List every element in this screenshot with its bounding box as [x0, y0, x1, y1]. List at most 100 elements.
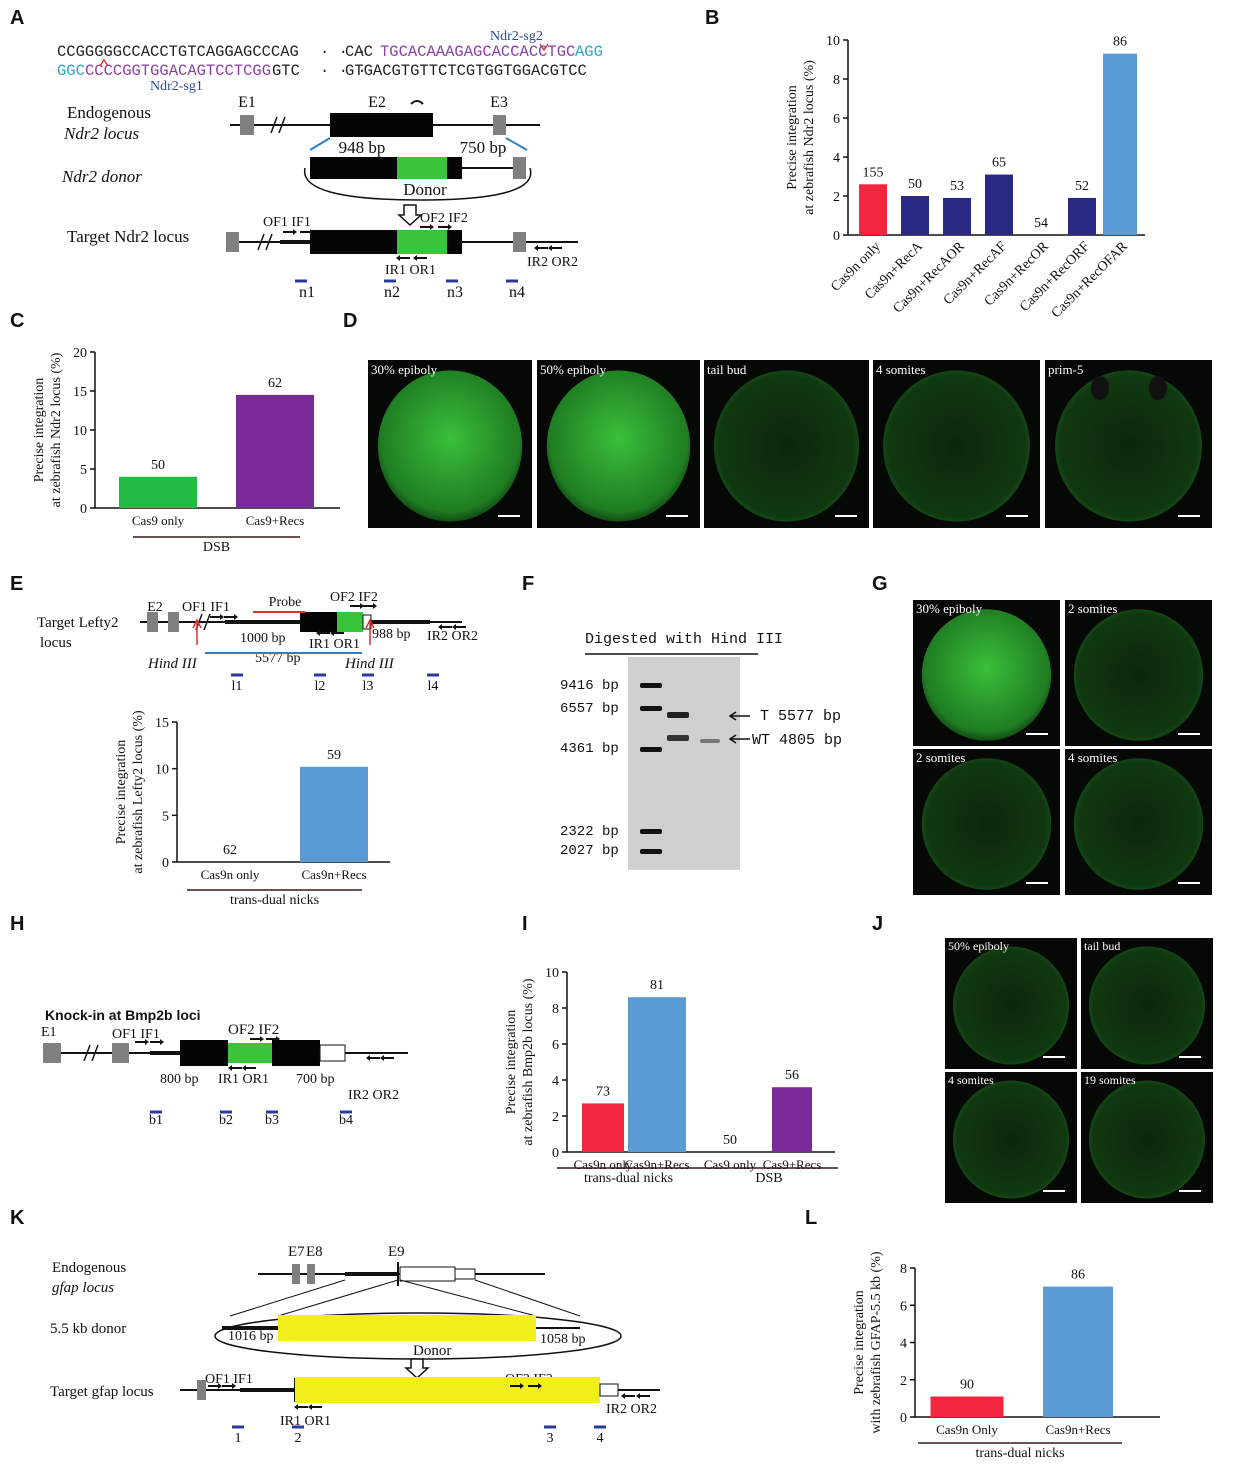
label: IR1 OR1 [309, 637, 360, 652]
embryo [921, 609, 1052, 741]
label: b2 [219, 1113, 233, 1128]
label: 988 bp [372, 627, 411, 642]
arm [310, 157, 397, 179]
primer-head [310, 229, 314, 235]
label: Endogenous [52, 1260, 126, 1276]
panel-letter: G [872, 573, 888, 595]
label: 4361 bp [560, 741, 619, 757]
x-tick-label: Cas9n+Recs [301, 867, 366, 882]
y-tick-label: 15 [73, 385, 87, 400]
label: E8 [306, 1244, 323, 1260]
break [270, 116, 278, 134]
marker-band [640, 683, 662, 688]
y-tick-label: 4 [552, 1074, 559, 1089]
label: Probe [269, 595, 302, 610]
bar-label: 59 [327, 748, 341, 763]
marker-band [640, 849, 662, 854]
label: IR2 OR2 [606, 1402, 657, 1417]
primer-head [380, 1055, 384, 1061]
bar [930, 1396, 1004, 1417]
bar [1068, 197, 1096, 235]
label: OF2 IF2 [420, 211, 468, 226]
homology [229, 1279, 346, 1317]
y-tick-label: 0 [80, 502, 87, 517]
label: Target gfap locus [50, 1384, 154, 1400]
y-axis-label: Precise integration [852, 1290, 867, 1395]
bar-label: 62 [268, 376, 282, 391]
plasmid [303, 167, 532, 201]
homology [277, 1279, 399, 1317]
exon [168, 612, 179, 632]
y-axis-label: Precise integration [785, 85, 800, 190]
homology [505, 137, 528, 151]
y-axis-label: at zebrafish Ndr2 locus (%) [802, 60, 817, 215]
arm [272, 1040, 320, 1066]
arm [447, 157, 462, 179]
label: 1058 bp [540, 1332, 586, 1347]
label: 30% epiboly [916, 601, 983, 616]
sequence-segment: GTGACGTGTTCTCGTGGTGGACGTCC [345, 62, 587, 80]
dendra2 [397, 157, 447, 179]
homology [309, 137, 331, 151]
primer-head [413, 255, 417, 261]
label: E2 [147, 600, 163, 615]
y-axis-label: at zebrafish Bmp2b locus (%) [521, 978, 536, 1146]
y-tick-label: 0 [552, 1146, 559, 1161]
label: Ndr2 locus [63, 124, 139, 143]
sequence-segment: CCCCGGTGGACAGTCCTCGG [85, 62, 271, 80]
y-tick-label: 2 [833, 190, 840, 205]
label: Ndr2-sg2 [490, 29, 543, 44]
sequence-segment: AGG [575, 43, 603, 61]
label: 4 somites [1068, 750, 1117, 765]
break [203, 613, 211, 631]
embryo [921, 758, 1052, 890]
bar-label: 86 [1071, 1268, 1085, 1283]
panel-letter: H [10, 913, 24, 935]
exon [226, 232, 239, 252]
label: Target Lefty2 [37, 615, 119, 631]
band [700, 739, 720, 743]
bar [1043, 1286, 1113, 1417]
primer-head [360, 603, 364, 609]
label: 3 [547, 1431, 554, 1446]
primer-head [396, 255, 400, 261]
arrow [404, 1358, 430, 1380]
band [667, 712, 689, 718]
bar-label: 62 [223, 843, 237, 858]
label: l4 [428, 679, 439, 694]
bar [300, 766, 368, 862]
cut-site [99, 58, 109, 67]
exon [513, 232, 526, 252]
x-tick-label: Cas9n only [201, 867, 260, 882]
bar [985, 174, 1013, 235]
label: T 5577 bp [760, 708, 841, 725]
bar-label: 50 [723, 1133, 737, 1148]
primer-head [430, 224, 434, 230]
bar [772, 1087, 812, 1152]
y-tick-label: 8 [552, 1002, 559, 1017]
y-axis-label: with zebrafish GFAP-5.5 kb (%) [869, 1251, 884, 1433]
band [667, 735, 689, 741]
label: 4 somites [948, 1073, 994, 1087]
label: OF1 IF1 [205, 1372, 253, 1387]
cut-site [539, 43, 549, 52]
dendra2 [337, 612, 363, 632]
label: OF1 IF1 [263, 215, 311, 230]
x-tick-label: Cas9+Recs [246, 513, 305, 528]
bar-label: 52 [1075, 179, 1089, 194]
panel-letter: L [805, 1207, 817, 1229]
primer-head [538, 1383, 542, 1389]
primer-head [232, 1383, 236, 1389]
x-tick-label: Cas9n+Recs [1045, 1422, 1110, 1437]
label: b3 [265, 1113, 279, 1128]
primer-head [218, 1383, 222, 1389]
label: 800 bp [160, 1072, 199, 1087]
label: 5.5 kb donor [50, 1321, 126, 1337]
panel-letter: F [522, 573, 534, 595]
utr [454, 1268, 476, 1280]
label: E9 [388, 1244, 405, 1260]
label: 9416 bp [560, 678, 619, 694]
bar-label: 73 [596, 1084, 610, 1099]
embryo [713, 370, 860, 522]
x-tick-label: Cas9+Recs [763, 1157, 822, 1172]
